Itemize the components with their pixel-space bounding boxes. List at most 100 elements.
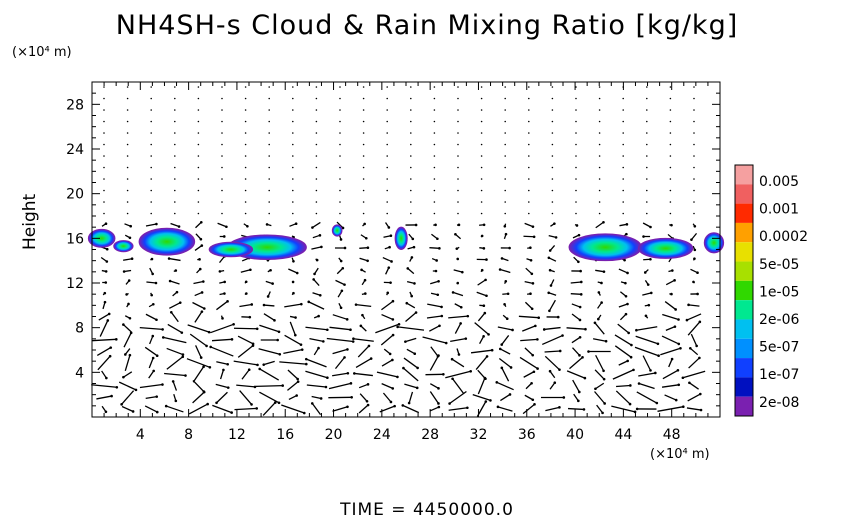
wind-vector (615, 335, 631, 345)
wind-vector (127, 98, 129, 100)
wind-vector (528, 121, 530, 123)
wind-vector (445, 371, 470, 377)
wind-vector (622, 213, 624, 215)
wind-vector-head (578, 234, 581, 237)
wind-vector-head (320, 397, 323, 400)
wind-vector (481, 213, 483, 215)
wind-vector (339, 121, 341, 123)
wind-vector-head (603, 378, 606, 381)
wind-vector (198, 201, 200, 203)
wind-vector (410, 213, 412, 215)
wind-vector (410, 201, 412, 203)
wind-vector (398, 327, 424, 330)
wind-vector-head (690, 238, 693, 241)
wind-vector (196, 345, 202, 357)
wind-vector-head (413, 352, 416, 355)
wind-vector (174, 109, 176, 111)
wind-vector (427, 304, 441, 307)
wind-vector (268, 167, 270, 169)
wind-vector (127, 121, 129, 123)
wind-vector (457, 178, 459, 180)
wind-vector-head (347, 372, 350, 375)
wind-vector-head (700, 409, 703, 412)
colorbar-label: 2e-06 (759, 312, 799, 328)
wind-vector-head (205, 345, 208, 348)
wind-vector-head (361, 314, 364, 317)
wind-vector-head (123, 270, 126, 273)
wind-vector (221, 201, 223, 203)
wind-vector (221, 86, 223, 88)
wind-vector-head (366, 400, 369, 403)
wind-vector (571, 282, 582, 283)
wind-vector (410, 121, 412, 123)
wind-vector-head (436, 237, 439, 240)
wind-vector (198, 190, 200, 192)
wind-vector-head (451, 358, 454, 361)
wind-vector (504, 98, 506, 100)
wind-vector (552, 167, 554, 169)
wind-vector (434, 155, 436, 157)
wind-vector (519, 316, 539, 317)
wind-vector (356, 359, 371, 368)
wind-vector-head (184, 374, 187, 377)
wind-vector-head (269, 269, 272, 272)
wind-vector (410, 132, 412, 134)
wind-vector (174, 155, 176, 157)
wind-vector-head (438, 406, 441, 409)
wind-vector-head (682, 405, 685, 408)
wind-vector-head (156, 354, 159, 357)
wind-vector (245, 213, 247, 215)
wind-vector-head (367, 404, 370, 407)
wind-vector (453, 292, 463, 295)
wind-vector (552, 144, 554, 146)
wind-vector (239, 304, 251, 306)
wind-vector-head (543, 328, 546, 331)
wind-vector (481, 190, 483, 192)
wind-vector (96, 396, 111, 399)
wind-vector (524, 372, 534, 378)
wind-vector (500, 349, 510, 354)
wind-vector (410, 190, 412, 192)
x-tick-label: 24 (373, 427, 391, 443)
wind-vector-head (587, 350, 590, 353)
wind-vector (268, 86, 270, 88)
wind-vector (216, 362, 227, 365)
wind-vector (471, 350, 492, 353)
wind-vector (311, 247, 321, 249)
wind-vector (221, 155, 223, 157)
wind-vector (599, 155, 601, 157)
wind-vector-head (699, 393, 702, 396)
wind-vector-head (563, 396, 566, 399)
wind-vector-head (411, 256, 414, 259)
wind-vector-head (151, 258, 154, 261)
wind-vector (599, 86, 601, 88)
wind-vector-head (561, 334, 564, 337)
x-tick-label: 32 (470, 427, 488, 443)
wind-vector (382, 360, 392, 366)
wind-vector (520, 339, 537, 340)
wind-vector (210, 324, 233, 332)
wind-vector-head (532, 225, 535, 228)
wind-vector-head (504, 280, 507, 283)
wind-vector-head (632, 369, 635, 372)
wind-vector-head (271, 282, 274, 285)
wind-vector (150, 190, 152, 192)
wind-vector-head (670, 293, 673, 296)
wind-vector (171, 312, 178, 321)
colorbar-segment (735, 377, 753, 396)
wind-vector (221, 370, 224, 379)
wind-vector (404, 358, 418, 368)
wind-vector-head (105, 270, 108, 273)
wind-vector (595, 270, 604, 271)
wind-vector-head (129, 236, 132, 239)
wind-vector (528, 109, 530, 111)
wind-vector-head (501, 257, 504, 260)
wind-vector-head (415, 311, 418, 314)
colorbar-segment (735, 165, 753, 184)
wind-vector (103, 86, 105, 88)
wind-vector (481, 98, 483, 100)
wind-vector (504, 190, 506, 192)
wind-vector (689, 383, 698, 389)
wind-vector (174, 178, 176, 180)
wind-vector (333, 407, 348, 411)
